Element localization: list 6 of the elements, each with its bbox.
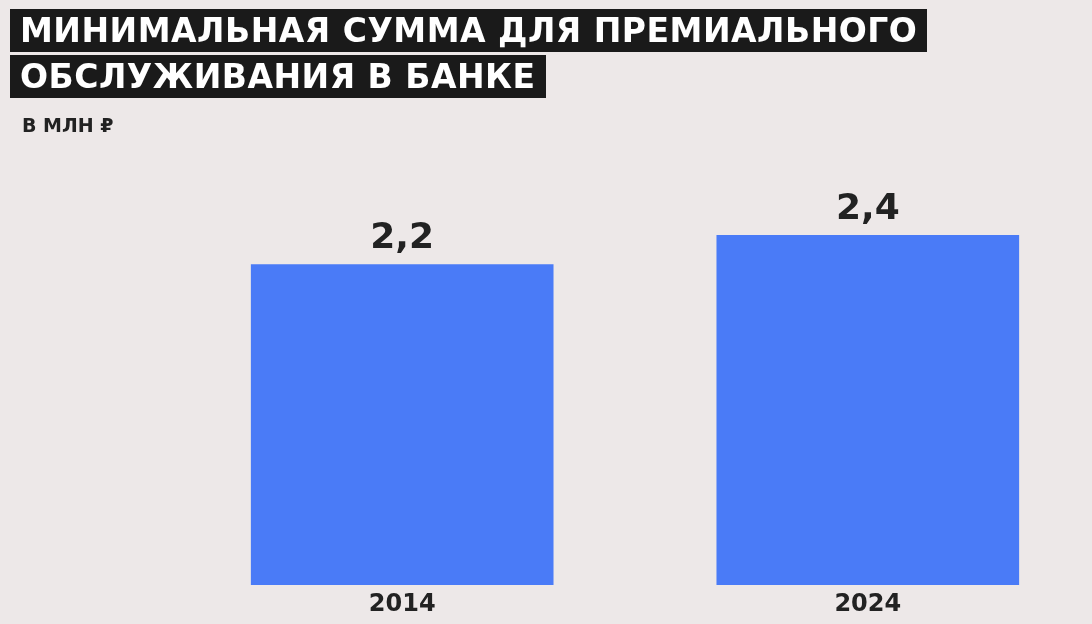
- chart-title: МИНИМАЛЬНАЯ СУММА ДЛЯ ПРЕМИАЛЬНОГО ОБСЛУЖИВАНИЯ В БАНКЕ: [10, 9, 928, 98]
- chart-subtitle: В МЛН ₽: [22, 114, 115, 136]
- data-label: 2,2: [370, 215, 435, 257]
- data-label: 2,4: [835, 186, 900, 227]
- x-tick-label: 2014: [368, 588, 436, 617]
- x-tick-label: 2024: [834, 588, 902, 617]
